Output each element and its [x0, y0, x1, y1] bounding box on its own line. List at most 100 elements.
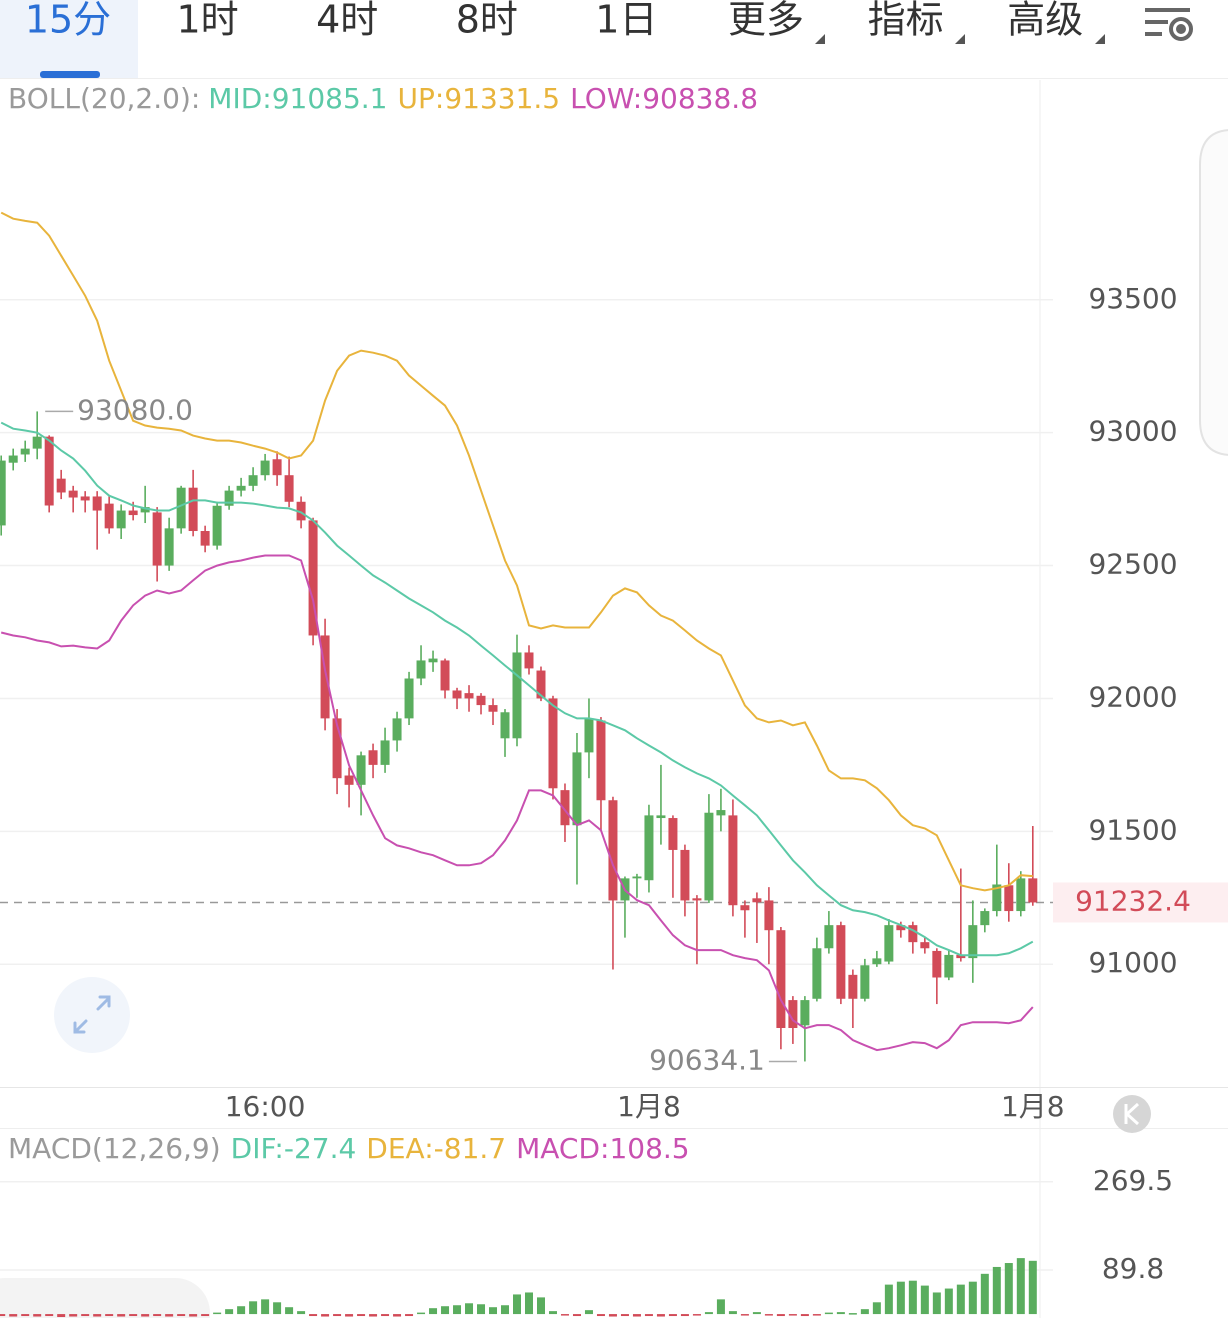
macd-bar [177, 1314, 186, 1317]
candle-body [704, 812, 714, 901]
side-drawer-handle[interactable] [1199, 129, 1228, 456]
y-tick-label: 89.8 [1102, 1252, 1164, 1285]
tab[interactable]: 高级 [1007, 0, 1083, 42]
candle-body [1016, 878, 1026, 912]
candle-body [884, 925, 894, 962]
tab[interactable]: 1日 [595, 0, 657, 42]
macd-bar [105, 1314, 114, 1317]
macd-bar [608, 1314, 617, 1317]
macd-bar [788, 1314, 797, 1316]
tab[interactable]: 4时 [316, 0, 378, 42]
candle-body [1028, 878, 1038, 903]
macd-bar [776, 1314, 785, 1317]
candle-body [200, 531, 210, 546]
candle-body [896, 925, 906, 931]
plot: 91000 91500 92000 92500 93000 93500 16:00 1月8 1月… [0, 82, 1228, 1318]
candle-body [572, 752, 582, 826]
candle-body [668, 818, 678, 850]
macd-bar [117, 1314, 126, 1317]
candle-body [476, 695, 486, 706]
candle-body [416, 660, 426, 679]
candle-body [788, 1000, 798, 1028]
macd-bar [536, 1297, 545, 1315]
candle-body [536, 670, 546, 699]
candle-body [32, 436, 42, 449]
macd-bar [548, 1311, 557, 1315]
macd-bar [620, 1314, 629, 1317]
macd-bar [333, 1314, 342, 1317]
candle-body [296, 501, 306, 521]
last-price-label: 91232.4 [1075, 884, 1191, 917]
dropdown-caret [955, 34, 965, 44]
candle-body [584, 718, 594, 753]
macd-bar [920, 1285, 929, 1315]
macd-bar [752, 1312, 761, 1315]
candle-body [992, 884, 1002, 912]
legend-entry: UP:91331.5 [398, 82, 561, 115]
indicator-legend: MACD(12,26,9) DIF:-27.4 DEA:-81.7 MACD:108.… [8, 1132, 690, 1165]
candle-body [740, 905, 750, 911]
candle-body [644, 815, 654, 881]
macd-bar [441, 1306, 450, 1315]
macd-bar [405, 1314, 414, 1317]
candle-body [716, 810, 726, 816]
tab[interactable]: 8时 [456, 0, 518, 42]
tab[interactable]: 更多 [728, 0, 804, 42]
y-tick-label: 91500 [1088, 813, 1177, 846]
macd-bar [728, 1311, 737, 1315]
candle-body [932, 950, 942, 978]
settings-icon[interactable] [1145, 8, 1193, 41]
candle-body [656, 815, 666, 819]
candle-body [680, 849, 690, 901]
macd-bar [896, 1281, 905, 1315]
candle-body [356, 755, 366, 785]
band-line [0, 211, 1033, 892]
k-button[interactable] [1113, 1095, 1151, 1133]
macd-bar [1016, 1258, 1025, 1315]
floating-panel [0, 1278, 210, 1318]
candle-body [164, 528, 174, 566]
candle-body [956, 954, 966, 959]
tab[interactable]: 1时 [177, 0, 239, 42]
macd-bar [213, 1312, 222, 1315]
tab[interactable]: 15分 [25, 0, 111, 42]
candle-body [272, 459, 282, 476]
candle-body [380, 740, 390, 765]
y-tick-label: 93500 [1088, 282, 1177, 315]
candle-body [728, 815, 738, 906]
macd-bar [393, 1314, 402, 1317]
macd-bar [285, 1307, 294, 1315]
tab[interactable]: 指标 [868, 0, 944, 42]
candle-body [836, 925, 846, 999]
candle-body [512, 652, 522, 739]
candle-body [632, 876, 642, 879]
candle-body [368, 750, 378, 765]
candle-body [596, 720, 606, 801]
candle-body [824, 925, 834, 949]
legend-entry: MACD:108.5 [516, 1132, 690, 1165]
candle-body [908, 925, 918, 943]
macd-bar [944, 1288, 953, 1315]
macd-bar [704, 1312, 713, 1315]
candle-body [764, 900, 774, 931]
candle-body [128, 510, 138, 516]
candle-body [548, 698, 558, 789]
macd-bar [417, 1312, 426, 1315]
macd-bar [225, 1309, 234, 1315]
expand-button[interactable] [54, 977, 130, 1053]
candle-body [464, 693, 474, 699]
macd-bar [992, 1266, 1001, 1315]
macd-bar [369, 1314, 378, 1317]
candle-body [248, 475, 258, 486]
candle-body [308, 520, 318, 636]
macd-bar [489, 1307, 498, 1315]
band-line [0, 421, 1034, 957]
macd-bar [237, 1306, 246, 1315]
macd-bar [357, 1314, 366, 1317]
x-tick-label: 1月8 [617, 1090, 681, 1123]
candle-body [284, 475, 294, 502]
macd-bar [45, 1314, 54, 1317]
candle-body [848, 974, 858, 999]
